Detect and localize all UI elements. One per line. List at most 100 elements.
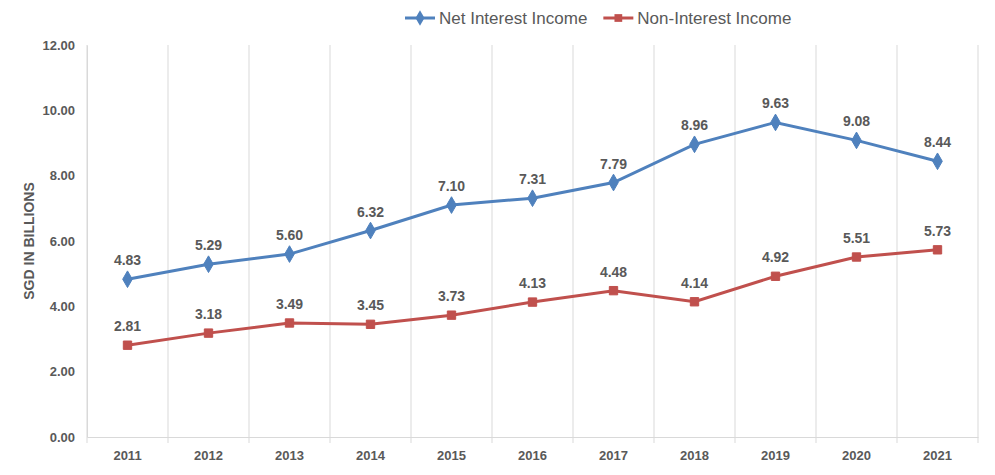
data-label: 6.32 xyxy=(357,204,384,220)
chart: 0.002.004.006.008.0010.0012.002011201220… xyxy=(0,0,995,475)
grid-line xyxy=(816,45,817,443)
marker xyxy=(771,272,779,280)
x-tick-label: 2014 xyxy=(356,448,386,463)
x-tick-label: 2011 xyxy=(113,448,141,463)
grid-line xyxy=(411,45,412,443)
marker xyxy=(447,197,457,214)
x-axis: 2011 2012 2013 2014 2015 2016 2017 2018 2019 2020… xyxy=(88,437,979,463)
plot-area xyxy=(123,114,943,349)
marker xyxy=(852,132,862,149)
y-tick: 4.00 xyxy=(50,299,87,314)
x-tick: 2012 xyxy=(194,437,223,463)
grid-line xyxy=(492,45,493,443)
data-label: 7.79 xyxy=(600,156,627,172)
grid-line xyxy=(249,45,250,443)
grid-line xyxy=(573,45,574,443)
data-label: 9.63 xyxy=(762,95,789,111)
x-tick: 2013 xyxy=(275,437,304,463)
y-tick-label: 0.00 xyxy=(50,430,75,445)
x-tick-label: 2020 xyxy=(842,448,871,463)
marker xyxy=(123,341,131,349)
x-axis-line xyxy=(88,437,979,438)
grid-line xyxy=(168,45,169,443)
y-tick-label: 12.00 xyxy=(42,38,75,53)
y-tick: 12.00 xyxy=(42,38,87,53)
x-tick: 2016 xyxy=(518,437,547,463)
data-label: 4.13 xyxy=(519,275,546,291)
x-tick: 2019 xyxy=(761,437,790,463)
grid-line xyxy=(330,45,331,443)
marker xyxy=(366,222,376,239)
series-line xyxy=(128,122,938,279)
marker xyxy=(933,246,941,254)
x-tick: 2021 xyxy=(923,437,952,463)
marker xyxy=(447,311,455,319)
data-label: 4.92 xyxy=(762,249,789,265)
x-tick: 2020 xyxy=(842,437,871,463)
y-axis-line xyxy=(87,46,88,438)
x-tick-label: 2018 xyxy=(680,448,709,463)
data-label: 5.29 xyxy=(195,237,222,253)
marker xyxy=(285,319,293,327)
x-tick: 2015 xyxy=(437,437,466,463)
marker xyxy=(933,153,943,170)
legend-label: Net Interest Income xyxy=(439,9,587,28)
data-label: 9.08 xyxy=(843,113,870,129)
y-tick: 10.00 xyxy=(42,103,87,118)
legend-marker xyxy=(614,14,622,22)
data-label: 8.44 xyxy=(924,134,951,150)
x-tick: 2018 xyxy=(680,437,709,463)
data-label: 7.31 xyxy=(519,171,546,187)
x-tick-label: 2021 xyxy=(923,448,952,463)
data-label: 5.73 xyxy=(924,223,951,239)
x-tick: 2011 xyxy=(113,437,141,463)
legend-marker xyxy=(416,10,425,26)
data-label: 3.73 xyxy=(438,288,465,304)
marker xyxy=(528,298,536,306)
data-label: 3.45 xyxy=(357,297,384,313)
x-tick-label: 2012 xyxy=(194,448,223,463)
x-tick-label: 2013 xyxy=(275,448,304,463)
grid xyxy=(87,45,978,443)
y-tick-label: 10.00 xyxy=(42,103,75,118)
data-label: 5.60 xyxy=(276,227,303,243)
series-line xyxy=(128,250,938,345)
legend-label: Non-Interest Income xyxy=(637,9,791,28)
data-label: 8.96 xyxy=(681,117,708,133)
marker xyxy=(204,329,212,337)
y-tick-label: 8.00 xyxy=(50,168,75,183)
marker xyxy=(123,271,133,288)
marker xyxy=(852,253,860,261)
y-axis: 0.002.004.006.008.0010.0012.00 xyxy=(42,38,87,445)
data-label: 3.49 xyxy=(276,296,303,312)
x-tick-label: 2016 xyxy=(518,448,547,463)
grid-line xyxy=(735,45,736,443)
x-tick-label: 2017 xyxy=(599,448,628,463)
y-tick-label: 2.00 xyxy=(50,364,75,379)
marker xyxy=(690,136,700,153)
grid-line xyxy=(87,45,88,443)
marker xyxy=(690,298,698,306)
grid-line xyxy=(654,45,655,443)
legend: Net Interest Income Non-Interest Income xyxy=(405,9,791,28)
y-tick: 0.00 xyxy=(50,430,87,445)
marker xyxy=(285,246,295,263)
marker xyxy=(366,320,374,328)
x-tick-label: 2015 xyxy=(437,448,466,463)
marker xyxy=(528,190,538,207)
x-tick-label: 2019 xyxy=(761,448,790,463)
data-label: 4.14 xyxy=(681,275,708,291)
y-tick-label: 4.00 xyxy=(50,299,75,314)
legend-item: Net Interest Income xyxy=(405,9,587,28)
y-tick: 2.00 xyxy=(50,364,87,379)
y-tick: 8.00 xyxy=(50,168,87,183)
marker xyxy=(609,286,617,294)
marker xyxy=(609,174,619,191)
legend-item: Non-Interest Income xyxy=(603,9,791,28)
data-label: 5.51 xyxy=(843,230,870,246)
marker xyxy=(204,256,214,273)
data-label: 4.83 xyxy=(114,252,141,268)
data-label: 4.48 xyxy=(600,264,627,280)
data-label: 3.18 xyxy=(195,306,222,322)
x-tick: 2014 xyxy=(356,437,386,463)
